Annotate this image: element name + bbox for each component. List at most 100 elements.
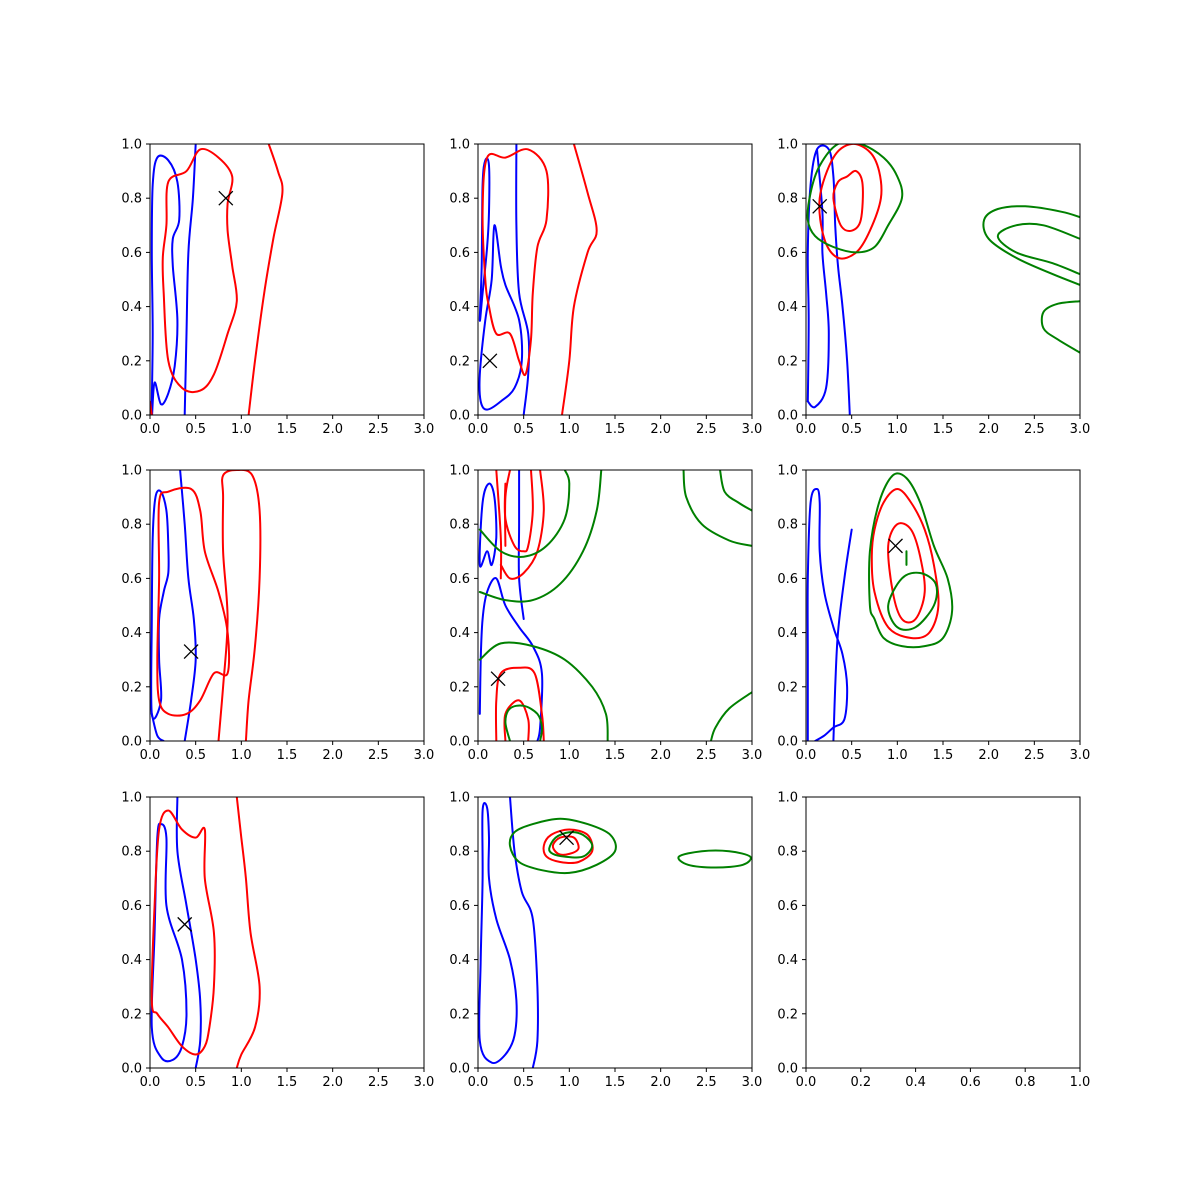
x-marker (888, 538, 903, 554)
y-tick-label: 0.6 (449, 572, 470, 587)
plot-area (150, 797, 261, 1068)
subplot-7: 0.0 0.5 1.0 1.5 2.0 2.5 3.0 0.0 0.2 0.4 0.6 0.8 1.0 (121, 791, 434, 1091)
y-tick-label: 0.2 (777, 354, 798, 369)
contour-line-2 (806, 148, 830, 409)
x-tick-label: 0.8 (1015, 1075, 1036, 1090)
y-tick-label: 0.8 (121, 845, 142, 860)
y-tick-label: 1.0 (777, 464, 798, 479)
y-tick-label: 0.6 (777, 572, 798, 587)
contour-line-12 (478, 641, 609, 741)
x-tick-label: 1.5 (933, 748, 954, 763)
plot-area (478, 144, 598, 415)
x-tick-label: 1.0 (231, 748, 252, 763)
x-tick-label: 0.0 (468, 1075, 489, 1090)
contour-line-2 (179, 470, 197, 741)
contour-line-11 (478, 470, 603, 603)
x-tick-label: 3.0 (414, 748, 435, 763)
y-tick-label: 0.4 (777, 953, 798, 968)
x-marker (482, 353, 498, 369)
contour-line-5 (495, 470, 503, 580)
contour-line-7 (996, 222, 1080, 276)
contour-line-3 (542, 828, 594, 865)
x-marker (559, 830, 575, 846)
contour-line-3 (818, 144, 883, 260)
x-tick-label: 2.0 (650, 1075, 671, 1090)
y-tick-label: 0.2 (121, 354, 142, 369)
contour-line-7 (887, 571, 939, 631)
x-tick-label: 0.5 (513, 1075, 534, 1090)
contour-line-3 (150, 809, 216, 1056)
contour-line-14 (682, 470, 752, 547)
x-tick-label: 0.0 (468, 748, 489, 763)
y-tick-label: 0.0 (449, 1062, 470, 1077)
y-tick-label: 0.2 (777, 1007, 798, 1022)
contour-line-1 (150, 489, 170, 720)
x-tick-label: 0.4 (905, 1075, 926, 1090)
axes-frame (149, 143, 425, 416)
y-tick-label: 0.2 (449, 1007, 470, 1022)
contour-line-2 (478, 577, 544, 741)
contour-line-2 (509, 797, 539, 1068)
contour-line-6 (503, 470, 534, 553)
y-tick-label: 0.4 (449, 626, 470, 641)
x-tick-label: 2.5 (696, 1075, 717, 1090)
y-tick-label: 0.4 (121, 626, 142, 641)
contour-line-3 (515, 144, 531, 415)
contour-line-4 (235, 797, 261, 1068)
y-tick-label: 0.2 (449, 354, 470, 369)
plot-area (806, 144, 1080, 415)
y-tick-label: 1.0 (449, 791, 470, 806)
x-tick-label: 0.5 (513, 422, 534, 437)
contour-line-6 (548, 831, 594, 859)
x-tick-label: 2.5 (696, 422, 717, 437)
y-tick-label: 0.0 (777, 1062, 798, 1077)
y-tick-label: 0.6 (777, 246, 798, 261)
y-tick-label: 0.6 (777, 899, 798, 914)
axes-frame (477, 796, 753, 1069)
x-tick-label: 2.5 (368, 422, 389, 437)
x-tick-label: 2.0 (650, 422, 671, 437)
contour-line-3 (150, 712, 165, 741)
x-tick-label: 0.5 (185, 748, 206, 763)
x-tick-label: 3.0 (414, 1075, 435, 1090)
x-tick-label: 0.0 (140, 422, 161, 437)
contour-line-3 (870, 488, 940, 640)
subplot-6: 0.0 0.5 1.0 1.5 2.0 2.5 3.0 0.0 0.2 0.4 0.6 0.8 1.0 (777, 464, 1090, 764)
contour-line-6 (982, 205, 1080, 286)
contour-line-13 (504, 704, 543, 741)
x-tick-label: 1.0 (887, 748, 908, 763)
x-tick-label: 3.0 (742, 1075, 763, 1090)
y-tick-label: 0.8 (777, 518, 798, 533)
x-tick-label: 1.5 (277, 748, 298, 763)
contour-line-2 (175, 797, 202, 1068)
y-tick-label: 0.6 (121, 246, 142, 261)
y-tick-label: 0.8 (449, 845, 470, 860)
x-tick-label: 2.5 (1024, 748, 1045, 763)
y-tick-label: 1.0 (121, 464, 142, 479)
x-tick-label: 1.5 (277, 1075, 298, 1090)
y-tick-label: 0.4 (777, 626, 798, 641)
x-tick-label: 3.0 (742, 422, 763, 437)
x-tick-label: 1.5 (605, 1075, 626, 1090)
y-tick-label: 0.4 (449, 300, 470, 315)
y-tick-label: 0.6 (121, 899, 142, 914)
y-tick-label: 0.6 (121, 572, 142, 587)
subplot-2: 0.0 0.5 1.0 1.5 2.0 2.5 3.0 0.0 0.2 0.4 0.6 0.8 1.0 (449, 138, 762, 438)
x-tick-label: 0.2 (850, 1075, 871, 1090)
axes-frame (805, 796, 1081, 1069)
x-tick-label: 0.0 (796, 1075, 817, 1090)
x-tick-label: 2.0 (650, 748, 671, 763)
y-tick-label: 1.0 (121, 138, 142, 153)
contour-line-4 (156, 486, 231, 717)
x-tick-label: 0.0 (796, 422, 817, 437)
plot-area (150, 470, 262, 741)
subplot-9: 0.0 0.2 0.4 0.6 0.8 1.0 0.0 0.2 0.4 0.6 0.8 1.0 (777, 791, 1090, 1091)
y-tick-label: 1.0 (777, 138, 798, 153)
contour-line-2 (183, 144, 197, 415)
subplot-8: 0.0 0.5 1.0 1.5 2.0 2.5 3.0 0.0 0.2 0.4 0.6 0.8 1.0 (449, 791, 762, 1091)
x-tick-label: 1.5 (605, 422, 626, 437)
subplot-4: 0.0 0.5 1.0 1.5 2.0 2.5 3.0 0.0 0.2 0.4 0.6 0.8 1.0 (121, 464, 434, 764)
x-tick-label: 1.5 (933, 422, 954, 437)
x-tick-label: 3.0 (1070, 748, 1091, 763)
x-marker (812, 198, 828, 214)
